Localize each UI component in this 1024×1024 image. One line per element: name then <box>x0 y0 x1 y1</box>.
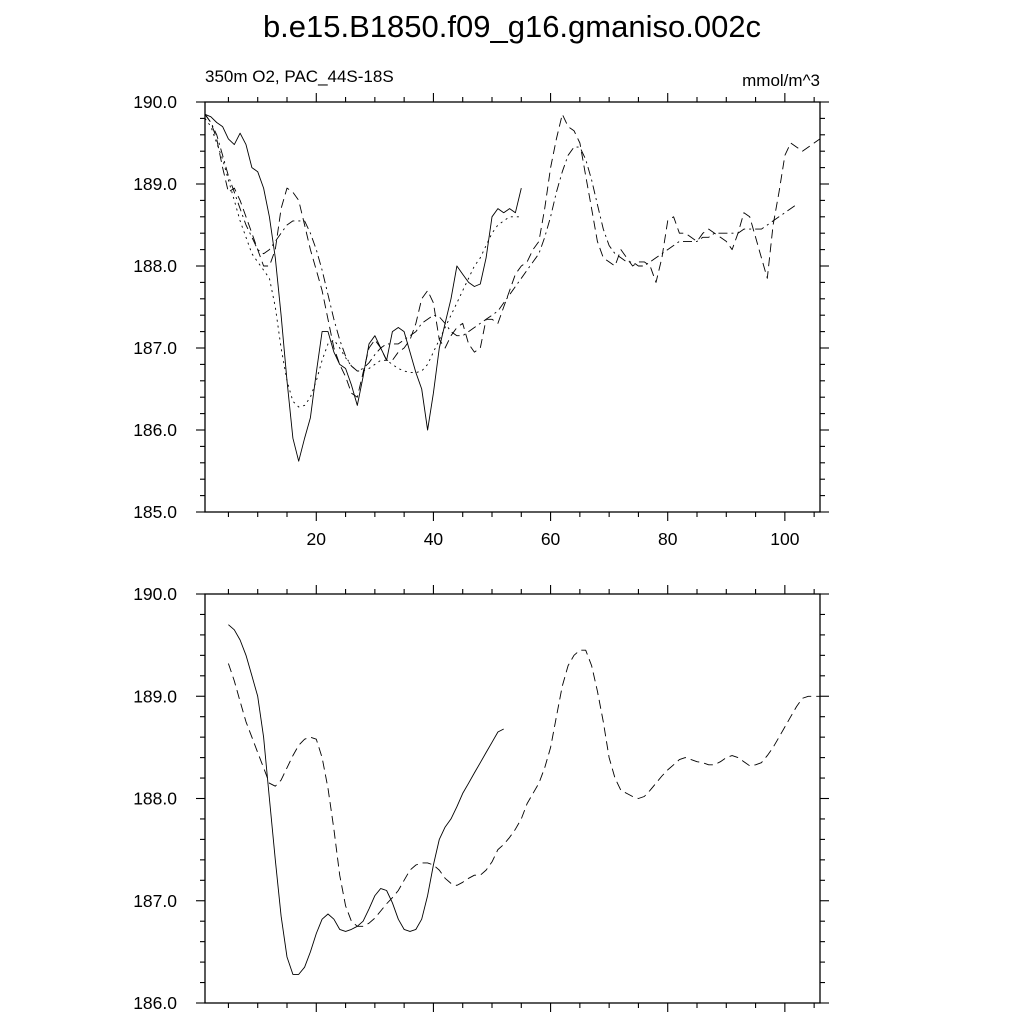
x-tick-label: 100 <box>770 529 799 549</box>
series-line-2-dash <box>227 649 820 927</box>
top-chart: 350m O2, PAC_44S-18S mmol/m^3 20 40 60 80 10… <box>133 67 829 549</box>
y-tick-label: 189.0 <box>133 686 177 706</box>
series-line-4-dashdot <box>204 114 797 372</box>
x-tick-label: 20 <box>307 529 327 549</box>
series-line-1-solid <box>204 113 522 462</box>
y-tick-label: 187.0 <box>133 338 177 358</box>
y-tick-label: 188.0 <box>133 789 177 809</box>
x-tick-label: 40 <box>424 529 444 549</box>
x-tick-label: 80 <box>658 529 678 549</box>
y-tick-label: 190.0 <box>133 584 177 604</box>
bottom-chart: 186.0 187.0 188.0 189.0 190.0 <box>133 584 829 1013</box>
x-tick-label: 60 <box>541 529 561 549</box>
y-tick-label: 186.0 <box>133 420 177 440</box>
y-tick-label: 188.0 <box>133 256 177 276</box>
y-tick-label: 186.0 <box>133 993 177 1013</box>
y-tick-label: 190.0 <box>133 92 177 112</box>
y-tick-label: 189.0 <box>133 174 177 194</box>
series-line-2-dash <box>204 113 821 398</box>
plot-frame <box>204 101 821 513</box>
series-line-1-solid <box>228 624 504 975</box>
y-tick-label: 185.0 <box>133 502 177 522</box>
series-line-3-dot <box>204 118 522 408</box>
figure-title: b.e15.B1850.f09_g16.gmaniso.002c <box>263 9 761 44</box>
top-chart-left-label: 350m O2, PAC_44S-18S <box>205 67 394 86</box>
y-tick-label: 187.0 <box>133 891 177 911</box>
plot-frame <box>204 593 821 1004</box>
top-chart-units-label: mmol/m^3 <box>742 71 820 90</box>
